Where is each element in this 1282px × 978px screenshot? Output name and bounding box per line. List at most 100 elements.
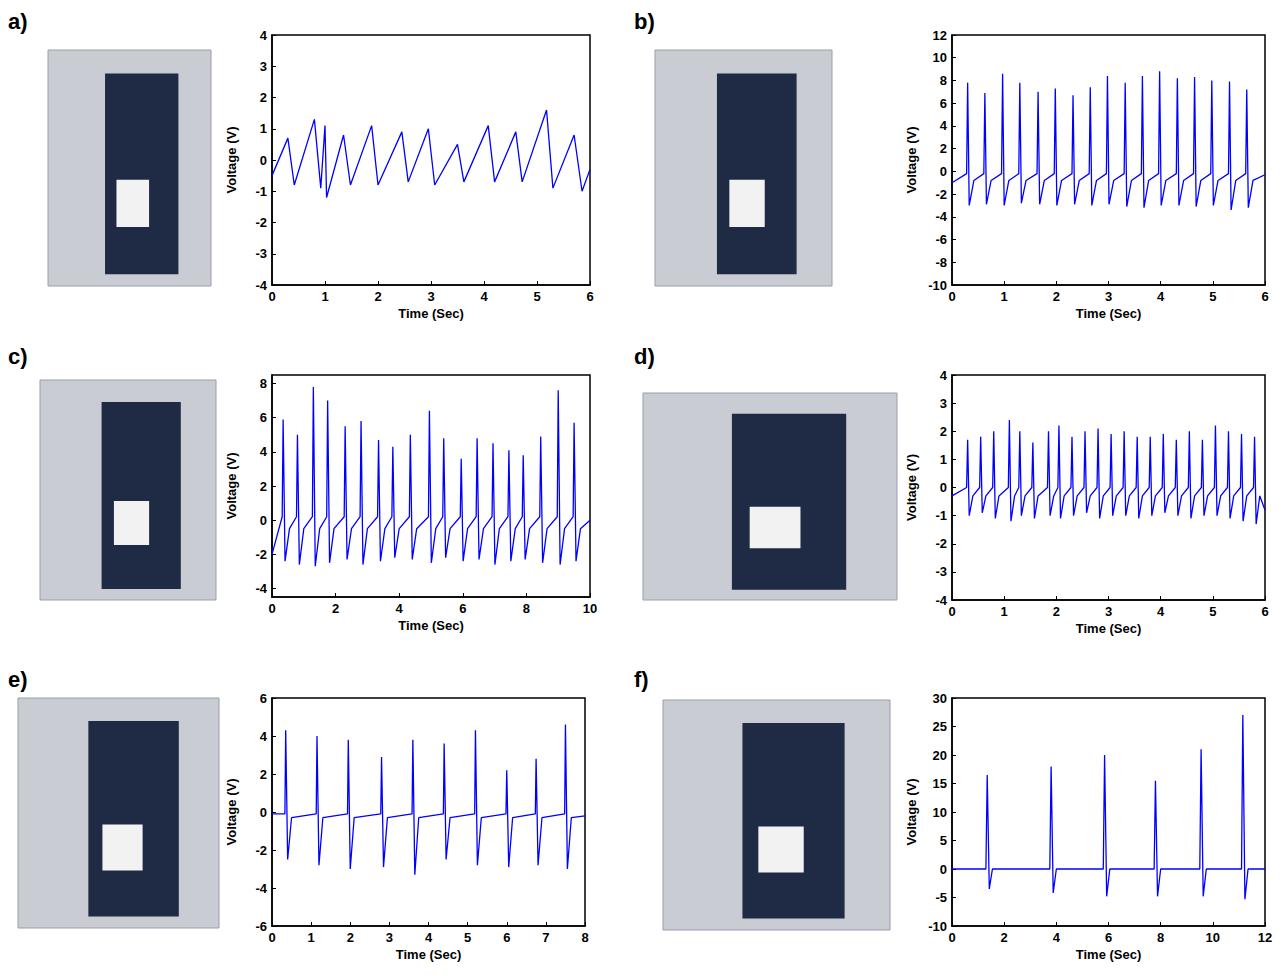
svg-text:30: 30 xyxy=(933,691,947,706)
svg-text:8: 8 xyxy=(260,376,267,391)
svg-text:6: 6 xyxy=(459,601,466,616)
svg-text:b): b) xyxy=(634,9,655,34)
svg-text:6: 6 xyxy=(503,930,510,945)
svg-text:1: 1 xyxy=(1001,604,1008,619)
svg-text:4: 4 xyxy=(940,368,948,383)
svg-text:0: 0 xyxy=(940,164,947,179)
svg-text:8: 8 xyxy=(940,73,947,88)
svg-text:Voltage (V): Voltage (V) xyxy=(224,127,239,194)
svg-text:3: 3 xyxy=(940,396,947,411)
svg-text:10: 10 xyxy=(933,805,947,820)
svg-text:20: 20 xyxy=(933,748,947,763)
svg-text:0: 0 xyxy=(260,513,267,528)
svg-text:0: 0 xyxy=(948,289,955,304)
svg-text:4: 4 xyxy=(425,930,433,945)
svg-text:Time (Sec): Time (Sec) xyxy=(1076,947,1142,962)
svg-text:8: 8 xyxy=(1157,930,1164,945)
svg-text:2: 2 xyxy=(260,767,267,782)
svg-text:8: 8 xyxy=(523,601,530,616)
svg-text:4: 4 xyxy=(1157,604,1165,619)
svg-text:-3: -3 xyxy=(935,564,947,579)
svg-text:Voltage (V): Voltage (V) xyxy=(224,779,239,846)
svg-text:5: 5 xyxy=(464,930,471,945)
svg-text:-4: -4 xyxy=(255,581,267,596)
svg-text:f): f) xyxy=(634,667,649,692)
svg-text:4: 4 xyxy=(940,118,948,133)
svg-text:3: 3 xyxy=(260,59,267,74)
svg-text:0: 0 xyxy=(268,601,275,616)
svg-text:0: 0 xyxy=(268,930,275,945)
svg-text:2: 2 xyxy=(1001,930,1008,945)
svg-text:25: 25 xyxy=(933,719,947,734)
svg-text:2: 2 xyxy=(374,289,381,304)
svg-text:5: 5 xyxy=(1209,289,1216,304)
svg-text:10: 10 xyxy=(933,50,947,65)
svg-text:-6: -6 xyxy=(935,232,947,247)
svg-text:-1: -1 xyxy=(935,508,947,523)
svg-text:4: 4 xyxy=(396,601,404,616)
svg-text:-2: -2 xyxy=(255,215,267,230)
svg-text:7: 7 xyxy=(542,930,549,945)
svg-text:0: 0 xyxy=(948,604,955,619)
svg-text:-4: -4 xyxy=(935,593,947,608)
svg-text:4: 4 xyxy=(260,444,268,459)
svg-text:0: 0 xyxy=(260,153,267,168)
svg-text:5: 5 xyxy=(533,289,540,304)
svg-text:5: 5 xyxy=(940,833,947,848)
svg-text:2: 2 xyxy=(940,424,947,439)
svg-text:10: 10 xyxy=(1206,930,1220,945)
svg-text:3: 3 xyxy=(1105,604,1112,619)
svg-text:Time (Sec): Time (Sec) xyxy=(398,306,464,321)
svg-text:Time (Sec): Time (Sec) xyxy=(396,947,462,962)
svg-text:2: 2 xyxy=(347,930,354,945)
svg-text:5: 5 xyxy=(1209,604,1216,619)
svg-text:c): c) xyxy=(8,344,28,369)
svg-text:Voltage (V): Voltage (V) xyxy=(904,127,919,194)
svg-text:12: 12 xyxy=(1258,930,1272,945)
svg-text:-6: -6 xyxy=(255,919,267,934)
svg-text:-10: -10 xyxy=(928,919,947,934)
svg-text:8: 8 xyxy=(581,930,588,945)
svg-text:0: 0 xyxy=(948,930,955,945)
svg-text:2: 2 xyxy=(940,141,947,156)
svg-text:1: 1 xyxy=(1001,289,1008,304)
svg-text:-2: -2 xyxy=(935,536,947,551)
svg-text:3: 3 xyxy=(427,289,434,304)
svg-text:6: 6 xyxy=(940,96,947,111)
svg-text:4: 4 xyxy=(1053,930,1061,945)
svg-text:1: 1 xyxy=(308,930,315,945)
svg-text:2: 2 xyxy=(260,479,267,494)
svg-text:4: 4 xyxy=(1157,289,1165,304)
svg-text:6: 6 xyxy=(1261,604,1268,619)
svg-text:0: 0 xyxy=(940,480,947,495)
svg-text:-4: -4 xyxy=(255,278,267,293)
svg-text:-3: -3 xyxy=(255,246,267,261)
svg-text:-10: -10 xyxy=(928,278,947,293)
svg-text:-4: -4 xyxy=(935,209,947,224)
svg-text:Time (Sec): Time (Sec) xyxy=(398,618,464,633)
svg-text:-8: -8 xyxy=(935,255,947,270)
svg-text:Voltage (V): Voltage (V) xyxy=(904,454,919,521)
svg-text:6: 6 xyxy=(1261,289,1268,304)
svg-text:Voltage (V): Voltage (V) xyxy=(224,453,239,520)
svg-text:4: 4 xyxy=(260,28,268,43)
svg-text:4: 4 xyxy=(480,289,488,304)
svg-text:-1: -1 xyxy=(255,184,267,199)
svg-text:-5: -5 xyxy=(935,890,947,905)
svg-text:Voltage (V): Voltage (V) xyxy=(904,779,919,846)
svg-text:3: 3 xyxy=(386,930,393,945)
svg-text:-2: -2 xyxy=(935,187,947,202)
svg-text:Time (Sec): Time (Sec) xyxy=(1076,306,1142,321)
svg-text:Time (Sec): Time (Sec) xyxy=(1076,621,1142,636)
svg-text:1: 1 xyxy=(940,452,947,467)
svg-text:2: 2 xyxy=(332,601,339,616)
svg-text:4: 4 xyxy=(260,729,268,744)
svg-text:12: 12 xyxy=(933,28,947,43)
svg-text:1: 1 xyxy=(321,289,328,304)
svg-text:1: 1 xyxy=(260,121,267,136)
svg-text:6: 6 xyxy=(1105,930,1112,945)
svg-text:0: 0 xyxy=(260,805,267,820)
svg-text:2: 2 xyxy=(1053,289,1060,304)
svg-text:2: 2 xyxy=(1053,604,1060,619)
svg-text:15: 15 xyxy=(933,776,947,791)
